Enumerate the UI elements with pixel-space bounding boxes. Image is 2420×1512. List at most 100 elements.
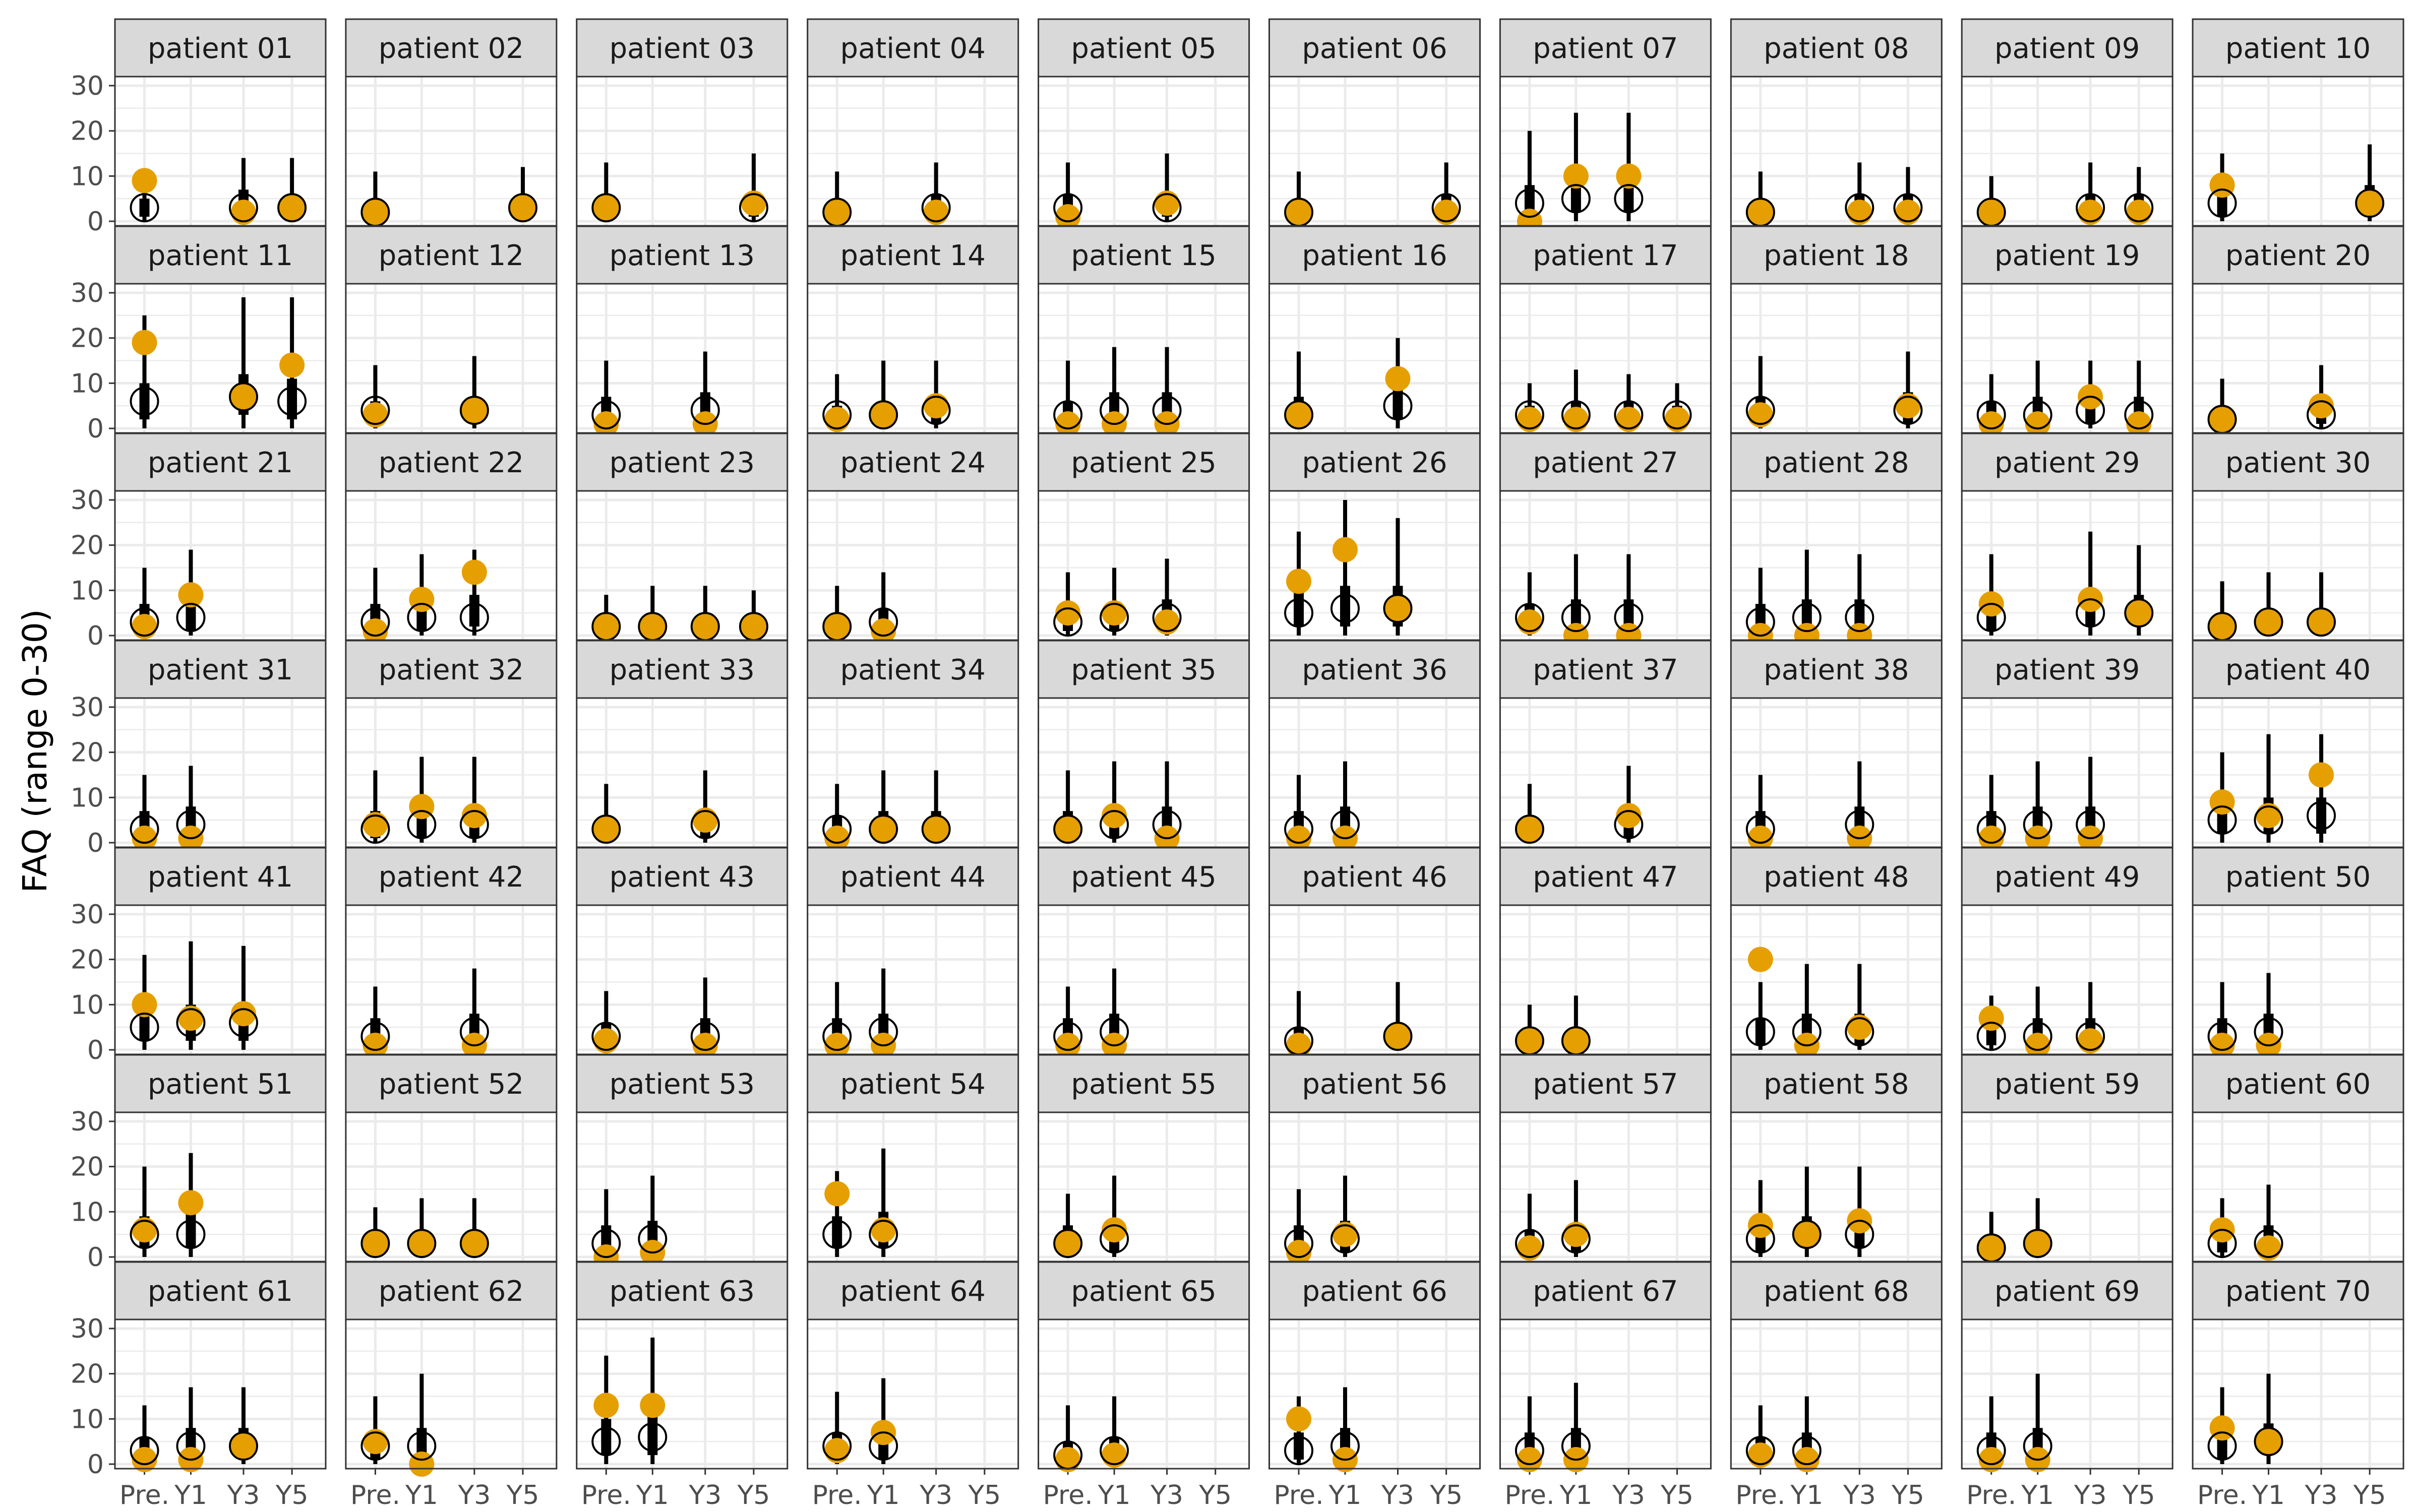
y-tick-label: 30 (71, 1107, 104, 1137)
predicted-point (1845, 193, 1874, 223)
predicted-point (869, 607, 898, 637)
predicted-point (1053, 607, 1083, 637)
predicted-point (1383, 1022, 1413, 1051)
predicted-point (1330, 1431, 1360, 1461)
facet-strip-label: patient 27 (1533, 447, 1678, 479)
panel-background (807, 491, 1018, 640)
facet-panel: patient 66 Pre. Y1 Y3 Y5 (1268, 1261, 1481, 1510)
panel-background (2193, 905, 2404, 1054)
observed-point (461, 559, 487, 585)
observed-point (593, 816, 619, 842)
observed-point (593, 1028, 619, 1054)
observed-point (2078, 1028, 2103, 1054)
predicted-point (1561, 603, 1591, 633)
observed-point (871, 402, 896, 428)
facet-strip-label: patient 70 (2225, 1275, 2371, 1308)
observed-point (1747, 402, 1773, 428)
facet-strip-label: patient 56 (1302, 1068, 1447, 1101)
observed-point (1517, 609, 1542, 635)
facet-panel: patient 29 (1961, 432, 2173, 641)
facet-panel: patient 54 (807, 1054, 1019, 1263)
predicted-point (1792, 1436, 1822, 1466)
predicted-point (1893, 396, 1923, 425)
facet-strip (2192, 18, 2404, 78)
observed-point (132, 992, 157, 1018)
panel-background (1038, 1319, 1249, 1469)
predicted-point (1745, 814, 1775, 844)
facet-panels: patient 01 0 10 20 30 patient 02 patient 03 pat… (71, 18, 2404, 1510)
observed-point (1055, 1231, 1081, 1256)
y-tick-label: 30 (71, 278, 104, 308)
panel-background (1500, 905, 1711, 1054)
x-tick-label: Y5 (967, 1480, 1001, 1510)
x-tick-label: Y5 (506, 1480, 539, 1510)
predicted-point (1383, 594, 1413, 623)
y-tick-label: 0 (87, 1242, 104, 1273)
facet-strip-label: patient 37 (1533, 654, 1678, 686)
x-tick-label: Pre. (1504, 1480, 1554, 1510)
predicted-point (1053, 400, 1083, 430)
facet-strip-label: patient 04 (840, 32, 986, 65)
panel-background (1962, 905, 2173, 1054)
predicted-point (228, 193, 258, 223)
observed-point (2025, 1033, 2050, 1058)
facet-strip (1499, 18, 1712, 78)
facet-strip-label: patient 53 (610, 1068, 755, 1101)
facet-strip (2192, 1261, 2404, 1320)
observed-point (1102, 600, 1127, 626)
facet-panel: patient 28 (1730, 432, 1943, 649)
x-tick-label: Pre. (1966, 1480, 2016, 1510)
facet-panel: patient 63 Pre. Y1 Y3 Y5 (576, 1261, 789, 1510)
facet-panel: patient 48 (1730, 847, 1943, 1058)
panel-border (1961, 1318, 2173, 1470)
y-tick-label: 20 (71, 945, 104, 975)
predicted-point (228, 382, 258, 412)
predicted-point (1893, 193, 1923, 223)
panel-background (1038, 77, 1249, 226)
predicted-point (2076, 810, 2105, 840)
facet-strip (345, 640, 558, 699)
predicted-point (1976, 1436, 2006, 1466)
predicted-point (2307, 801, 2336, 831)
observed-point (640, 1393, 666, 1418)
y-tick-label: 10 (71, 1404, 104, 1434)
facet-panel: patient 67 Pre. Y1 Y3 Y5 (1499, 1261, 1712, 1510)
facet-strip (345, 18, 558, 78)
x-tick-label: Y5 (2353, 1480, 2386, 1510)
predicted-point (1561, 1431, 1591, 1461)
observed-point (1154, 609, 1180, 635)
facet-panel: patient 05 (1038, 18, 1250, 230)
observed-point (824, 200, 850, 225)
facet-panel: patient 07 (1499, 18, 1712, 234)
predicted-point (2207, 1022, 2237, 1051)
predicted-point (1152, 193, 1182, 223)
predicted-point (360, 1431, 390, 1461)
observed-point (1055, 1033, 1081, 1058)
predicted-point (1845, 1017, 1874, 1047)
predicted-point (1330, 1224, 1360, 1254)
panel-background (1500, 1112, 1711, 1262)
predicted-point (459, 1017, 489, 1047)
x-tick-label: Y1 (174, 1480, 207, 1510)
observed-point (1286, 402, 1312, 428)
y-tick-label: 30 (71, 485, 104, 516)
observed-point (1978, 826, 2004, 851)
observed-point (1847, 200, 1872, 225)
observed-point (1563, 407, 1589, 432)
predicted-point (2023, 1229, 2052, 1258)
facet-strip (1961, 1261, 2173, 1320)
observed-point (132, 168, 157, 194)
x-tick-label: Pre. (119, 1480, 169, 1510)
predicted-point (2076, 598, 2105, 628)
observed-point (510, 195, 536, 221)
predicted-point (1745, 1436, 1775, 1466)
x-tick-label: Y3 (1612, 1480, 1645, 1510)
facet-strip-label: patient 34 (840, 654, 986, 686)
predicted-point (2254, 1229, 2283, 1258)
facet-panel: patient 65 Pre. Y1 Y3 Y5 (1038, 1261, 1250, 1510)
facet-panel: patient 18 (1730, 225, 1943, 434)
facet-panel: patient 39 (1961, 640, 2173, 851)
predicted-point (360, 607, 390, 637)
observed-point (593, 411, 619, 437)
